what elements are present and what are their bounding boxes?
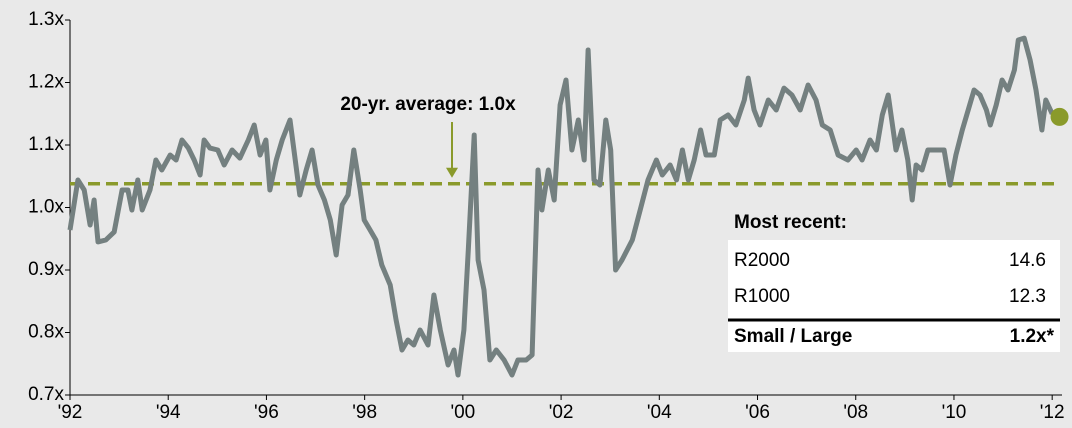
- y-tick-label: 0.8x: [28, 322, 64, 343]
- table-total: Small / Large: [734, 326, 852, 347]
- average-label: 20-yr. average: 1.0x: [340, 94, 516, 115]
- table-bg: [728, 240, 1060, 352]
- x-tick-label: '98: [352, 402, 377, 423]
- table-cell: 14.6: [1009, 250, 1046, 271]
- x-tick-label: '96: [254, 402, 279, 423]
- latest-point: [1050, 107, 1069, 126]
- y-tick-label: 0.9x: [28, 259, 64, 280]
- y-tick-label: 1.1x: [28, 134, 64, 155]
- x-tick-label: '94: [156, 402, 181, 423]
- x-tick-label: '04: [647, 402, 672, 423]
- x-tick-label: '08: [843, 402, 868, 423]
- table-title: Most recent:: [734, 212, 847, 233]
- x-tick-label: '10: [942, 402, 967, 423]
- table-cell: 12.3: [1009, 286, 1046, 307]
- x-tick-label: '02: [549, 402, 574, 423]
- average-arrowhead: [446, 167, 458, 178]
- y-tick-label: 1.3x: [28, 9, 64, 30]
- y-tick-label: 1.2x: [28, 72, 64, 93]
- y-tick-label: 1.0x: [28, 197, 64, 218]
- x-tick-label: '92: [58, 402, 83, 423]
- table-cell: R1000: [734, 286, 790, 307]
- table-cell: R2000: [734, 250, 790, 271]
- x-tick-label: '12: [1040, 402, 1065, 423]
- x-tick-label: '00: [450, 402, 475, 423]
- series-line: [67, 35, 1055, 378]
- y-tick-label: 0.7x: [28, 384, 64, 405]
- table-total: 1.2x*: [1010, 326, 1055, 347]
- x-tick-label: '06: [745, 402, 770, 423]
